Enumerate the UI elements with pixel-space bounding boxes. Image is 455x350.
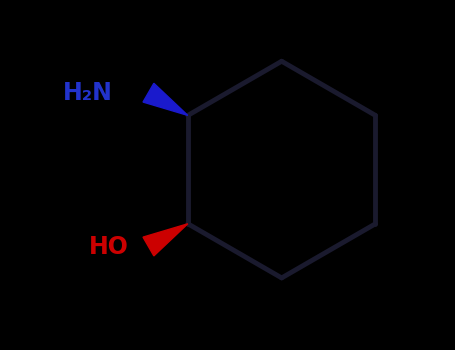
Polygon shape	[143, 224, 188, 256]
Text: HO: HO	[89, 234, 129, 259]
Text: H₂N: H₂N	[63, 80, 113, 105]
Polygon shape	[143, 83, 188, 116]
